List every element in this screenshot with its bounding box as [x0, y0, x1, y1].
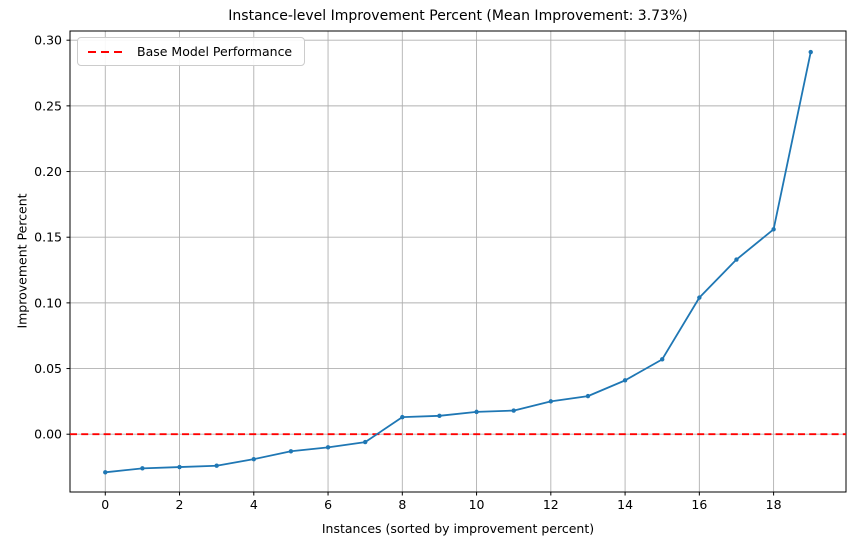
x-tick-label: 0: [101, 497, 109, 512]
y-axis-label: Improvement Percent: [14, 193, 30, 329]
series-line: [104, 51, 812, 474]
x-tick-label: 14: [617, 497, 633, 512]
data-point-marker: [697, 295, 702, 300]
data-point-marker: [808, 49, 813, 55]
data-point-marker: [214, 463, 219, 468]
data-point-marker: [474, 409, 479, 415]
x-axis-label: Instances (sorted by improvement percent…: [321, 521, 595, 536]
x-tick-label: 10: [469, 497, 485, 512]
data-point-marker: [511, 408, 516, 413]
y-tick-label: 0.10: [34, 295, 62, 310]
data-point-marker: [103, 470, 108, 475]
y-tick-label: 0.00: [34, 427, 62, 442]
legend-label: Base Model Performance: [137, 44, 293, 59]
data-point-marker: [400, 414, 405, 420]
data-point-marker: [771, 227, 776, 232]
plot-border: [69, 30, 847, 493]
data-point-marker: [437, 413, 442, 419]
y-tick-label: 0.30: [34, 33, 62, 48]
x-tick-label: 2: [176, 497, 184, 512]
x-tick-label: 18: [766, 497, 782, 512]
data-point-marker: [585, 393, 591, 399]
y-tick-label: 0.15: [34, 230, 62, 245]
data-point-marker: [362, 439, 368, 445]
x-tick-label: 4: [250, 497, 258, 512]
y-tick-label: 0.20: [34, 164, 62, 179]
data-point-marker: [660, 357, 665, 362]
legend: Base Model Performance: [77, 37, 306, 66]
data-point-marker: [177, 464, 182, 470]
dashed-line-icon: [88, 50, 124, 53]
x-tick-label: 8: [398, 497, 406, 512]
x-tick-label: 12: [543, 497, 559, 512]
x-tick-label: 6: [324, 497, 332, 512]
y-tick-label: 0.25: [34, 98, 62, 113]
x-tick-label: 16: [691, 497, 707, 512]
data-point-marker: [548, 399, 554, 404]
data-point-marker: [734, 257, 739, 262]
data-point-marker: [325, 445, 331, 450]
data-point-marker: [251, 456, 256, 462]
chart-title: Instance-level Improvement Percent (Mean…: [228, 8, 688, 24]
data-point-marker: [288, 449, 294, 454]
data-point-marker: [140, 466, 145, 471]
data-point-marker: [622, 378, 628, 383]
y-tick-label: 0.05: [34, 361, 62, 376]
